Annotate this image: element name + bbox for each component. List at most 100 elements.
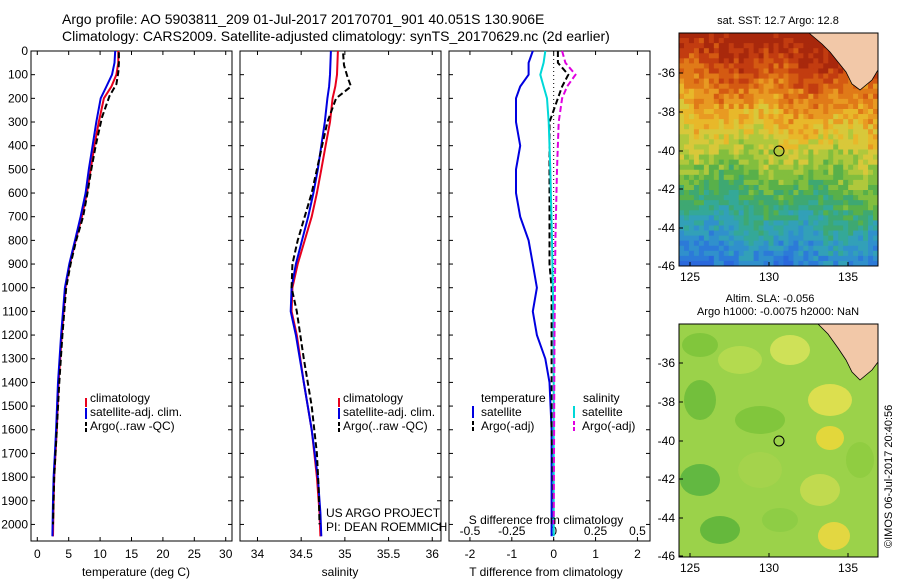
sst-grid-cell xyxy=(858,215,864,221)
sst-grid-cell xyxy=(843,114,849,120)
sst-grid-cell xyxy=(828,205,834,211)
sst-grid-cell xyxy=(783,159,789,166)
legend-title-salinity: salinity xyxy=(583,391,620,405)
sst-grid-cell xyxy=(698,159,705,166)
sst-grid-cell xyxy=(708,58,715,64)
legend-title-temperature: temperature xyxy=(481,391,546,405)
sst-grid-cell xyxy=(803,240,809,247)
sst-grid-cell xyxy=(848,108,854,115)
sst-grid-cell xyxy=(818,53,824,59)
sst-grid-cell xyxy=(863,220,869,226)
sst-grid-cell xyxy=(773,63,779,69)
sst-grid-cell xyxy=(683,174,690,181)
sst-grid-cell xyxy=(778,159,784,166)
sst-grid-cell xyxy=(773,245,779,252)
sst-grid-cell xyxy=(853,200,859,206)
sst-grid-cell xyxy=(748,164,755,171)
sst-grid-cell xyxy=(863,144,869,150)
sst-grid-cell xyxy=(793,205,799,211)
x-tick-label: 5 xyxy=(65,547,72,561)
sst-grid-cell xyxy=(848,149,854,155)
sst-grid-cell xyxy=(708,43,715,49)
sst-grid-cell xyxy=(833,58,839,64)
sst-grid-cell xyxy=(788,240,794,247)
sst-grid-cell xyxy=(748,88,755,95)
sst-grid-cell xyxy=(838,98,844,105)
sst-grid-cell xyxy=(778,33,784,39)
sst-grid-cell xyxy=(703,230,710,237)
sst-grid-cell xyxy=(848,169,854,176)
sst-grid-cell xyxy=(798,33,804,39)
sst-grid-cell xyxy=(738,179,745,186)
sst-grid-cell xyxy=(848,159,854,166)
sst-grid-cell xyxy=(813,220,819,226)
sst-grid-cell xyxy=(848,93,854,100)
sst-grid-cell xyxy=(693,38,700,44)
sst-grid-cell xyxy=(708,134,715,140)
sst-grid-cell xyxy=(808,190,814,196)
sst-grid-cell xyxy=(873,93,879,100)
sst-grid-cell xyxy=(808,169,814,176)
sst-grid-cell xyxy=(679,33,685,39)
sla-anomaly-blob xyxy=(846,442,874,478)
sla-anomaly-blob xyxy=(816,426,844,450)
sst-grid-cell xyxy=(793,255,799,262)
sst-grid-cell xyxy=(783,215,789,221)
sst-grid-cell xyxy=(708,240,715,247)
sst-grid-cell xyxy=(728,255,735,262)
sst-grid-cell xyxy=(693,230,700,237)
sst-grid-cell xyxy=(858,149,864,155)
sst-grid-cell xyxy=(718,220,725,226)
sst-grid-cell xyxy=(748,114,755,120)
difference-legend: temperature salinity satellite Argo(-adj… xyxy=(472,391,635,433)
map-y-tick-label: -36 xyxy=(658,356,676,370)
project-annotation: US ARGO PROJECT xyxy=(326,506,441,520)
sst-grid-cell xyxy=(679,38,685,44)
sst-grid-cell xyxy=(838,245,844,252)
sst-grid-cell xyxy=(748,225,755,231)
sst-grid-cell xyxy=(728,129,735,135)
sst-grid-cell xyxy=(828,215,834,221)
sst-grid-cell xyxy=(688,184,695,191)
map-x-tick-label: 125 xyxy=(680,561,700,575)
sst-grid-cell xyxy=(748,235,755,242)
sst-grid-cell xyxy=(818,184,824,191)
sst-grid-cell xyxy=(768,174,774,181)
sst-grid-cell xyxy=(763,195,769,201)
sst-grid-cell xyxy=(683,250,690,257)
sst-grid-cell xyxy=(798,210,804,216)
sst-grid-cell xyxy=(743,73,750,79)
sst-grid-cell xyxy=(818,103,824,110)
series-line-climatology xyxy=(52,51,120,537)
sst-grid-cell xyxy=(753,68,760,74)
sst-grid-cell xyxy=(778,260,784,267)
sst-grid-cell xyxy=(703,255,710,262)
y-tick-label: 700 xyxy=(8,210,28,224)
sst-grid-cell xyxy=(818,235,824,242)
sst-grid-cell xyxy=(768,58,774,64)
sst-grid-cell xyxy=(813,205,819,211)
map-y-tick-label: -42 xyxy=(658,182,676,196)
sst-grid-cell xyxy=(808,154,814,161)
sst-grid-cell xyxy=(773,43,779,49)
sst-grid-cell xyxy=(713,255,720,262)
sst-grid-cell xyxy=(738,108,745,115)
sst-grid-cell xyxy=(833,124,839,130)
y-tick-label: 1000 xyxy=(1,281,28,295)
sst-grid-cell xyxy=(698,260,705,267)
sst-grid-cell xyxy=(703,154,710,161)
y-tick-label: 900 xyxy=(8,257,28,271)
sst-grid-cell xyxy=(688,63,695,69)
sst-grid-cell xyxy=(688,103,695,110)
sst-grid-cell xyxy=(788,149,794,155)
sst-grid-cell xyxy=(793,159,799,166)
sst-grid-cell xyxy=(748,144,755,150)
sst-grid-cell xyxy=(743,68,750,74)
sst-grid-cell xyxy=(698,220,705,226)
sst-grid-cell xyxy=(823,169,829,176)
sst-grid-cell xyxy=(763,184,769,191)
sst-grid-cell xyxy=(718,245,725,252)
sst-grid-cell xyxy=(793,154,799,161)
sst-grid-cell xyxy=(753,154,760,161)
sst-grid-cell xyxy=(803,184,809,191)
